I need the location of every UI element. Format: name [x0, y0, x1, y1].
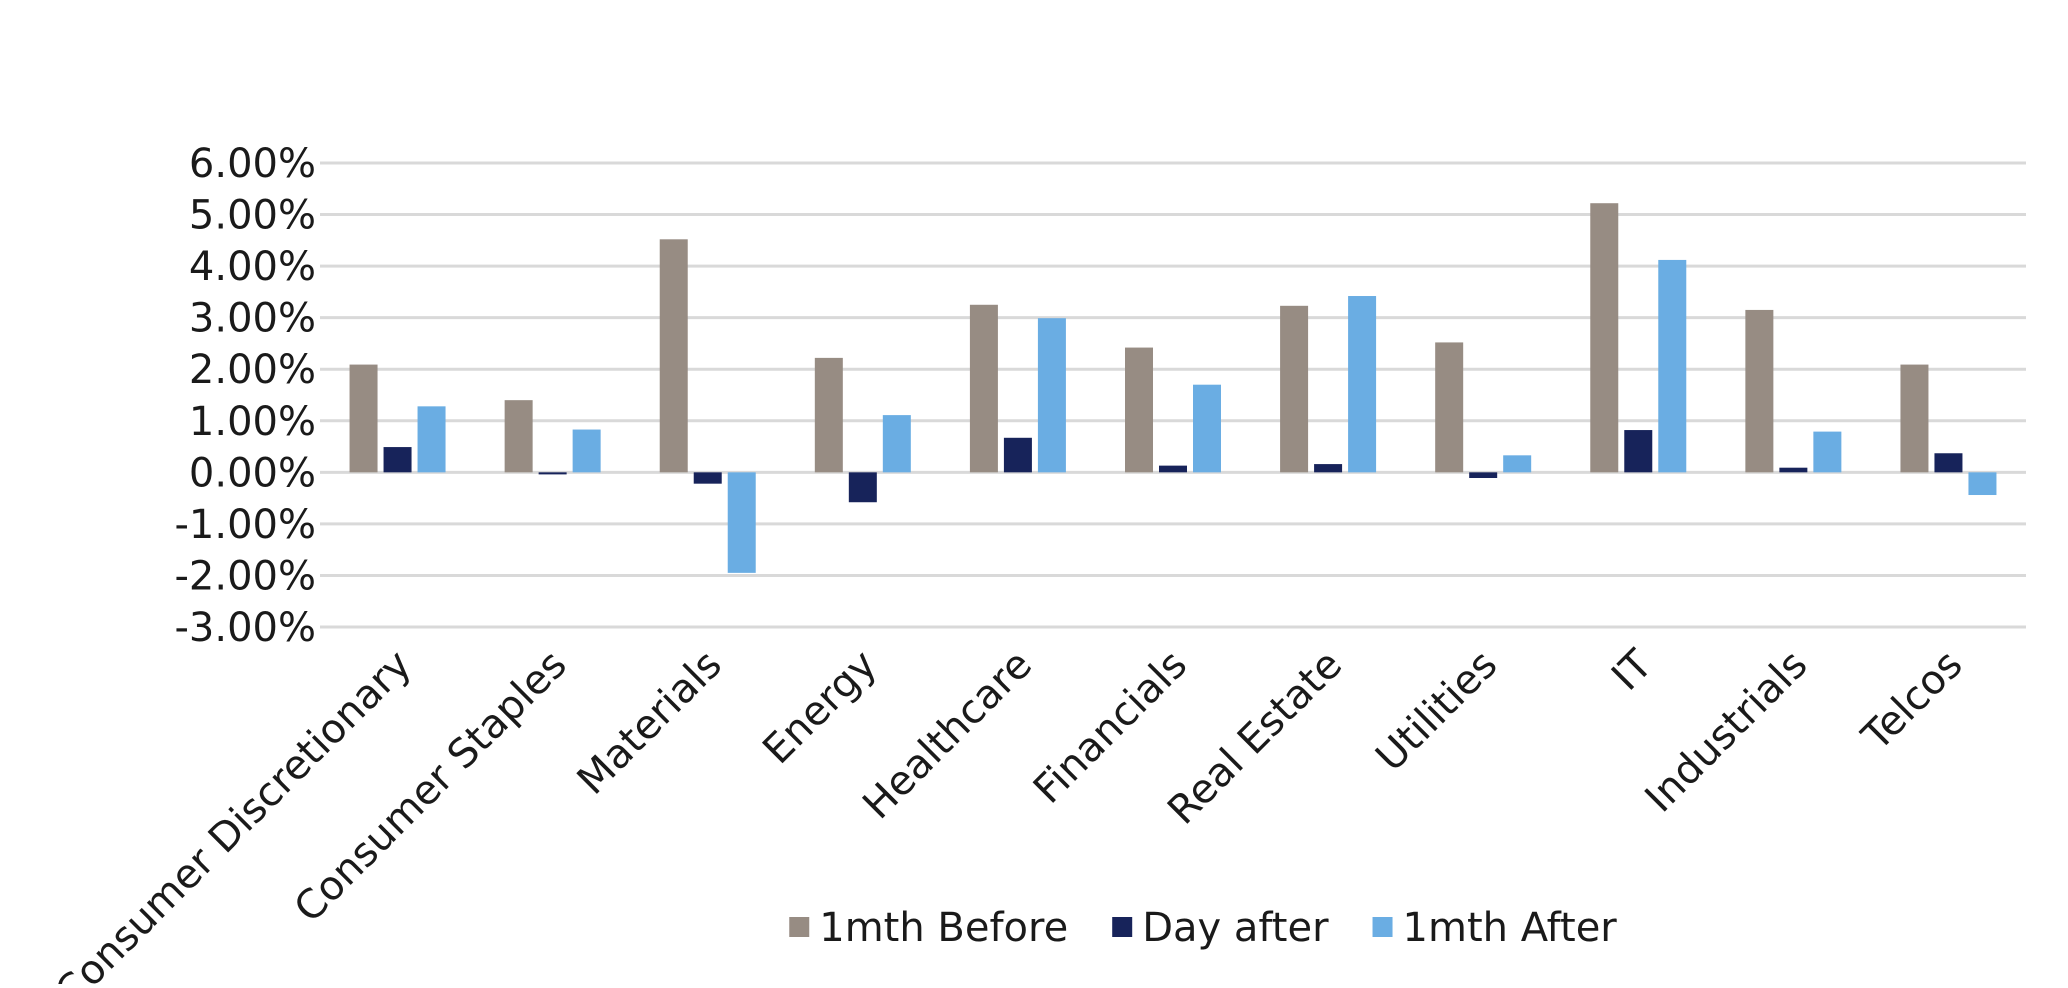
bars — [349, 203, 1997, 573]
bar-1mth-before-industrials — [1745, 309, 1774, 473]
y-tick-label: 5.00% — [189, 193, 316, 239]
x-category-label: Telcos — [1853, 642, 1972, 761]
y-tick-label: 3.00% — [189, 296, 316, 342]
bar-1mth-before-financials — [1125, 347, 1153, 473]
bar-day-after-utilities — [1469, 472, 1498, 479]
bar-1mth-after-utilities — [1503, 455, 1532, 473]
legend-label: Day after — [1142, 905, 1329, 951]
bar-1mth-before-energy — [814, 357, 843, 473]
y-tick-label: -2.00% — [174, 553, 316, 599]
bar-1mth-before-it — [1590, 203, 1619, 473]
bar-1mth-after-industrials — [1813, 431, 1842, 473]
bar-day-after-energy — [848, 472, 877, 503]
x-category-label: Materials — [569, 642, 731, 804]
bar-day-after-real-estate — [1314, 464, 1343, 473]
bar-1mth-after-consumer-staples — [572, 429, 601, 473]
bar-1mth-before-real-estate — [1280, 305, 1309, 473]
y-tick-label: -1.00% — [174, 502, 316, 548]
y-tick-label: 0.00% — [189, 450, 316, 496]
bar-1mth-after-consumer-discretionary — [417, 406, 446, 473]
y-tick-label: 2.00% — [189, 347, 316, 393]
bar-1mth-after-energy — [882, 415, 911, 473]
bar-day-after-financials — [1159, 465, 1187, 473]
bar-1mth-before-consumer-staples — [504, 400, 533, 473]
y-tick-label: 4.00% — [189, 244, 316, 290]
legend-swatch — [1112, 917, 1133, 937]
gridlines — [320, 161, 2026, 629]
x-category-label: Industrials — [1637, 642, 1817, 822]
bar-day-after-consumer-staples — [538, 472, 567, 475]
bar-day-after-materials — [693, 472, 722, 484]
bar-1mth-before-telcos — [1900, 364, 1929, 473]
x-category-label: Financials — [1025, 642, 1196, 813]
x-category-label: Healthcare — [854, 642, 1041, 829]
y-axis-tick-labels: 6.00% 5.00% 4.00% 3.00% 2.00% 1.00% 0.00% -1.00… — [174, 141, 316, 651]
bar-day-after-healthcare — [1003, 437, 1032, 473]
y-tick-label: -3.00% — [174, 605, 316, 651]
legend-swatch — [1372, 917, 1393, 937]
legend-item-1mth-after: 1mth After — [1372, 905, 1618, 951]
legend-label: 1mth Before — [819, 905, 1068, 951]
bar-1mth-after-it — [1658, 259, 1687, 473]
bar-day-after-telcos — [1934, 453, 1963, 473]
bar-day-after-consumer-discretionary — [383, 447, 412, 473]
legend-label: 1mth After — [1403, 905, 1618, 951]
bar-1mth-after-real-estate — [1348, 296, 1377, 473]
x-category-label: Energy — [754, 642, 886, 774]
y-tick-label: 6.00% — [189, 141, 316, 187]
bar-1mth-after-healthcare — [1037, 318, 1066, 473]
x-category-label: Consumer Discretionary — [47, 642, 421, 984]
bar-day-after-it — [1624, 430, 1653, 473]
bar-day-after-industrials — [1779, 467, 1808, 473]
bar-1mth-before-healthcare — [969, 304, 998, 473]
y-tick-label: 1.00% — [189, 399, 316, 445]
x-category-label: Consumer Staples — [286, 642, 576, 932]
legend-item-1mth-before: 1mth Before — [789, 905, 1068, 951]
legend: 1mth Before Day after 1mth After — [789, 905, 1617, 951]
legend-item-day-after: Day after — [1112, 905, 1329, 951]
bar-1mth-before-utilities — [1435, 342, 1464, 473]
bar-1mth-after-materials — [727, 472, 756, 573]
x-category-label: IT — [1603, 641, 1662, 700]
x-category-label: Utilities — [1367, 642, 1506, 781]
bar-1mth-after-financials — [1193, 384, 1221, 473]
bar-1mth-after-telcos — [1968, 472, 1997, 496]
bar-1mth-before-consumer-discretionary — [349, 364, 378, 473]
legend-swatch — [789, 917, 810, 937]
bar-1mth-before-materials — [659, 239, 688, 473]
